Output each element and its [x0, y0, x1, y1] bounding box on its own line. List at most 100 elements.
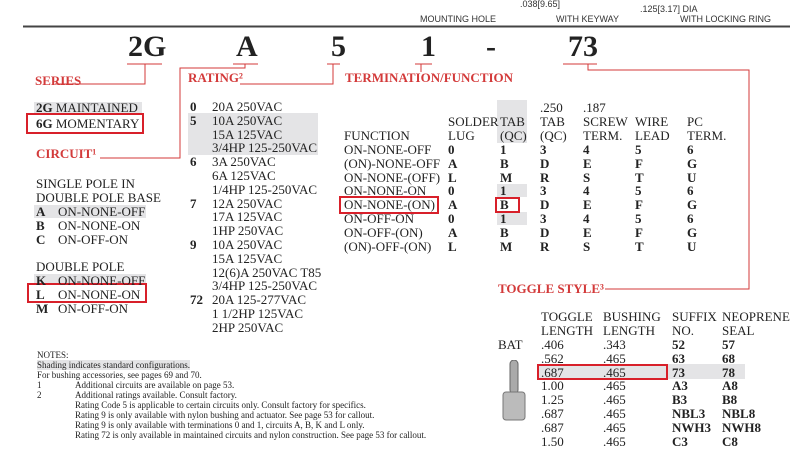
note-item: Rating 72 is only available in maintaine… — [37, 430, 426, 440]
keyway-label: WITH KEYWAY — [556, 14, 619, 24]
termination-code: 1 — [500, 183, 507, 199]
bat-toggle-icon — [500, 359, 528, 422]
toggle-cell: 63 — [672, 350, 685, 366]
code-circuit: A — [236, 30, 258, 63]
toggle-cell: A8 — [722, 378, 738, 394]
rating-heading: RATING² — [188, 70, 243, 85]
note-number: 2 — [37, 390, 42, 400]
termination-code: D — [540, 197, 550, 213]
toggle-cell: .465 — [603, 350, 626, 366]
note-text: Rating 9 is only available with nylon bu… — [75, 410, 375, 420]
circuit-label: ON-NONE-ON — [58, 218, 141, 233]
termination-header: FUNCTION — [344, 128, 410, 143]
code-termination: 1 — [421, 30, 436, 63]
selected-termination-box — [495, 197, 520, 213]
rating-line: 1/4HP 125-250VAC — [212, 181, 318, 197]
toggle-cell: 78 — [722, 364, 735, 380]
toggle-cell: .465 — [603, 433, 626, 449]
circuit-code: M — [36, 301, 49, 316]
termination-code: 6 — [687, 211, 694, 226]
termination-code: 4 — [583, 142, 590, 157]
rating-code: 6 — [190, 154, 197, 170]
termination-code: R — [540, 238, 550, 254]
termination-code: U — [687, 169, 697, 185]
termination-heading: TERMINATION/FUNCTION — [345, 70, 514, 85]
termination-code: D — [540, 224, 550, 240]
toggle-header: SUFFIX — [672, 309, 717, 324]
termination-header: WIRE — [635, 114, 669, 129]
termination-code: M — [500, 238, 513, 254]
termination-code: T — [635, 238, 644, 254]
code-toggle: 73 — [568, 30, 598, 63]
notes: NOTES: Shading indicates standard config… — [37, 350, 426, 440]
circuit-subheading: SINGLE POLE IN — [36, 176, 135, 191]
termination-header: TERM. — [583, 128, 623, 143]
toggle-cell: 57 — [722, 337, 735, 352]
note-text: Additional circuits are available on pag… — [75, 380, 235, 390]
rating-line: 10A 250VAC — [212, 112, 283, 128]
locking-ring-label: WITH LOCKING RING — [680, 14, 772, 24]
termination-header: SCREW — [583, 114, 628, 129]
function-name: ON-OFF-(ON) — [344, 224, 423, 240]
code-series: 2G — [128, 30, 167, 63]
notes-bushing: For bushing accessories, see pages 69 an… — [37, 370, 202, 380]
termination-code: G — [687, 224, 698, 240]
rating-line: 6A 125VAC — [212, 168, 276, 183]
toggle-cell: 1.25 — [541, 392, 564, 408]
termination-header: .187 — [583, 100, 606, 115]
termination-code: A — [448, 155, 458, 171]
toggle-cell: 1.50 — [541, 433, 564, 449]
toggle-heading: TOGGLE STYLE³ — [498, 281, 604, 296]
termination-header: TAB — [540, 114, 565, 129]
series-item: 2G MAINTAINED — [36, 100, 138, 115]
termination-header: SOLDER — [448, 114, 499, 129]
function-name: ON-NONE-(ON) — [344, 197, 435, 213]
selected-series-box — [26, 113, 144, 134]
toggle-header: SEAL — [722, 323, 755, 338]
rating-line: 12(6)A 250VAC T85 — [212, 264, 322, 280]
locking-ring-dimension: .125[3.17] DIA — [640, 4, 698, 14]
rating-line: 15A 125VAC — [212, 126, 283, 142]
series-heading: SERIES — [35, 73, 82, 88]
note-text: Rating 72 is only available in maintaine… — [75, 430, 427, 440]
circuit-code: A — [36, 204, 46, 219]
toggle-header: NO. — [672, 323, 695, 338]
selected-toggle-box — [537, 364, 668, 380]
note-item: 2 Additional ratings available. Consult f… — [37, 390, 426, 400]
termination-header: (QC) — [500, 128, 527, 143]
rating-line: 2HP 250VAC — [212, 319, 284, 335]
circuit-label: ON-NONE-OFF — [58, 273, 146, 288]
toggle-cell: .465 — [603, 364, 626, 380]
selected-circuit-box — [27, 283, 147, 303]
termination-code: 6 — [687, 183, 694, 199]
rating-line: 1 1/2HP 125VAC — [212, 306, 304, 321]
circuit-label: ON-NONE-ON — [58, 287, 141, 302]
toggle-style-name: BAT — [498, 337, 523, 352]
rating-line: 20A 125-277VAC — [212, 292, 307, 308]
toggle-cell: 1.00 — [541, 378, 564, 394]
circuit-code: K — [36, 273, 47, 288]
circuit-label: ON-OFF-ON — [58, 301, 129, 316]
termination-code: E — [583, 155, 592, 171]
rating-line: 12A 250VAC — [212, 195, 283, 211]
rating-code: 0 — [190, 99, 197, 114]
function-name: ON-NONE-OFF — [344, 142, 432, 157]
termination-code: 3 — [540, 142, 547, 157]
circuit-subheading: DOUBLE POLE BASE — [36, 190, 161, 205]
termination-code: D — [540, 155, 550, 171]
rating-line: 15A 125VAC — [212, 250, 283, 266]
termination-code: B — [500, 224, 509, 240]
rating-line: 1HP 250VAC — [212, 223, 284, 239]
termination-header: PC — [687, 114, 703, 129]
toggle-cell: B3 — [672, 392, 688, 408]
circuit-heading: CIRCUIT¹ — [36, 146, 97, 161]
termination-code: 5 — [635, 183, 642, 199]
toggle-cell: 52 — [672, 337, 685, 352]
note-item: Rating Code 5 is applicable to certain c… — [37, 400, 426, 410]
toggle-cell: .406 — [541, 337, 564, 352]
termination-header: .250 — [540, 100, 563, 115]
toggle-cell: NWH3 — [672, 419, 711, 435]
function-name: (ON)-OFF-(ON) — [344, 238, 432, 254]
termination-code: E — [583, 197, 592, 213]
